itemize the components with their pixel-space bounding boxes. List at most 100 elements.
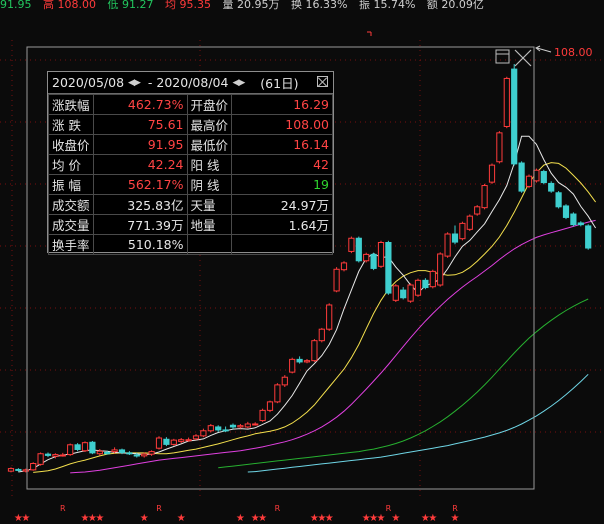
high-price-label: 108.00: [554, 46, 593, 59]
candle: [518, 161, 525, 193]
candle-body: [407, 284, 414, 302]
candle-body: [503, 77, 510, 127]
signal-star: ★: [21, 513, 30, 524]
close-selection-icon[interactable]: [514, 49, 532, 67]
candle-body: [303, 360, 311, 363]
candle: [170, 438, 177, 446]
signal-star: ★: [317, 513, 326, 524]
stat-label: 均 价: [48, 154, 94, 175]
signal-star: ★: [95, 513, 104, 524]
signal-star: ★: [14, 513, 23, 524]
stat-value: 510.18%: [92, 234, 188, 255]
candle-body: [104, 451, 111, 455]
topbar-item: 振 15.74%: [358, 0, 416, 10]
candle: [200, 428, 207, 438]
date-separator: -: [147, 75, 153, 90]
candle-body: [525, 175, 533, 187]
candle-body: [585, 225, 592, 249]
candle-body: [30, 463, 37, 471]
candle: [111, 447, 118, 454]
signal-star: ★: [310, 513, 319, 524]
candle: [340, 261, 348, 272]
topbar-item: 高 108.00: [43, 0, 96, 10]
candle-body: [511, 68, 518, 165]
stats-header: 2020/05/08 ◀▶ - 2020/08/04 ◀▶ (61日): [48, 72, 333, 94]
date-end: 2020/08/04: [156, 75, 229, 90]
candle-body: [266, 401, 274, 411]
candle: [215, 425, 222, 433]
candle: [355, 236, 362, 263]
candle: [540, 169, 547, 185]
stat-label: 阳 线: [186, 154, 233, 175]
candle-body: [222, 429, 229, 432]
topbar-item: 换 16.33%: [291, 0, 348, 10]
stat-label: 振 幅: [48, 174, 94, 195]
candle: [252, 422, 259, 426]
candle: [326, 303, 333, 331]
candle: [451, 225, 459, 245]
close-icon[interactable]: [317, 76, 328, 87]
candle: [525, 174, 533, 189]
candle: [444, 232, 451, 258]
candle: [577, 221, 584, 227]
window-icon[interactable]: [495, 49, 510, 64]
candle: [311, 338, 318, 362]
topbar-item: 均 95.35: [165, 0, 211, 10]
candle-body: [355, 237, 362, 262]
candle-body: [444, 233, 451, 257]
stats-row: 涨跌幅 462.73% 开盘价 16.29: [48, 94, 333, 115]
candle: [148, 450, 155, 456]
topbar-item: 量 20.95万: [222, 0, 280, 10]
candle-body: [451, 233, 459, 243]
candle-body: [488, 164, 496, 183]
signal-star: ★: [377, 513, 386, 524]
candle-body: [252, 423, 259, 426]
stat-label: 收盘价: [48, 134, 94, 155]
stat-label: [186, 234, 233, 255]
stat-value: 19: [231, 174, 333, 195]
candle-body: [74, 444, 81, 450]
interval-stats-panel: 2020/05/08 ◀▶ - 2020/08/04 ◀▶ (61日) 涨跌幅 4…: [47, 71, 334, 255]
candle-body: [229, 424, 237, 428]
date-start: 2020/05/08: [52, 75, 125, 90]
stat-label: 天量: [186, 194, 233, 215]
candle: [133, 452, 140, 458]
candle: [229, 423, 237, 430]
candle-body: [400, 289, 407, 299]
candle: [155, 436, 163, 450]
candle-body: [540, 171, 547, 184]
candle: [126, 451, 133, 455]
candle-body: [311, 340, 318, 362]
signal-r: R: [156, 504, 162, 513]
candle-body: [466, 215, 473, 230]
candle: [104, 450, 111, 455]
candle-body: [259, 409, 266, 422]
candle-body: [481, 185, 488, 209]
ma20-line: [70, 219, 596, 474]
topbar-item: 低 91.27: [107, 0, 154, 10]
stat-label: 成交量: [48, 214, 94, 235]
interval-selection-box[interactable]: [26, 46, 535, 490]
candle-body: [437, 253, 444, 286]
candle: [318, 327, 325, 343]
candle-body: [22, 469, 29, 472]
candle-body: [141, 453, 148, 457]
stat-label: 涨 跌: [48, 114, 94, 135]
stats-row: 换手率 510.18%: [48, 234, 333, 255]
signal-r: R: [60, 504, 66, 513]
candle-body: [52, 454, 59, 457]
signal-star: ★: [81, 513, 90, 524]
candle: [178, 438, 185, 444]
stats-table: 涨跌幅 462.73% 开盘价 16.29 涨 跌 75.61 最高价 108.00 收盘价 91…: [48, 94, 333, 255]
stat-value: 16.14: [231, 134, 333, 155]
candle-body: [533, 169, 540, 182]
day-count: (61日): [260, 76, 299, 91]
date-end-stepper-icon[interactable]: ◀▶: [232, 77, 245, 88]
signal-star: ★: [236, 513, 245, 524]
date-start-stepper-icon[interactable]: ◀▶: [128, 77, 141, 88]
candle-body: [207, 425, 214, 432]
stat-value: 771.39万: [92, 214, 188, 235]
candle-body: [89, 441, 96, 454]
stat-value: 42.24: [92, 154, 188, 175]
